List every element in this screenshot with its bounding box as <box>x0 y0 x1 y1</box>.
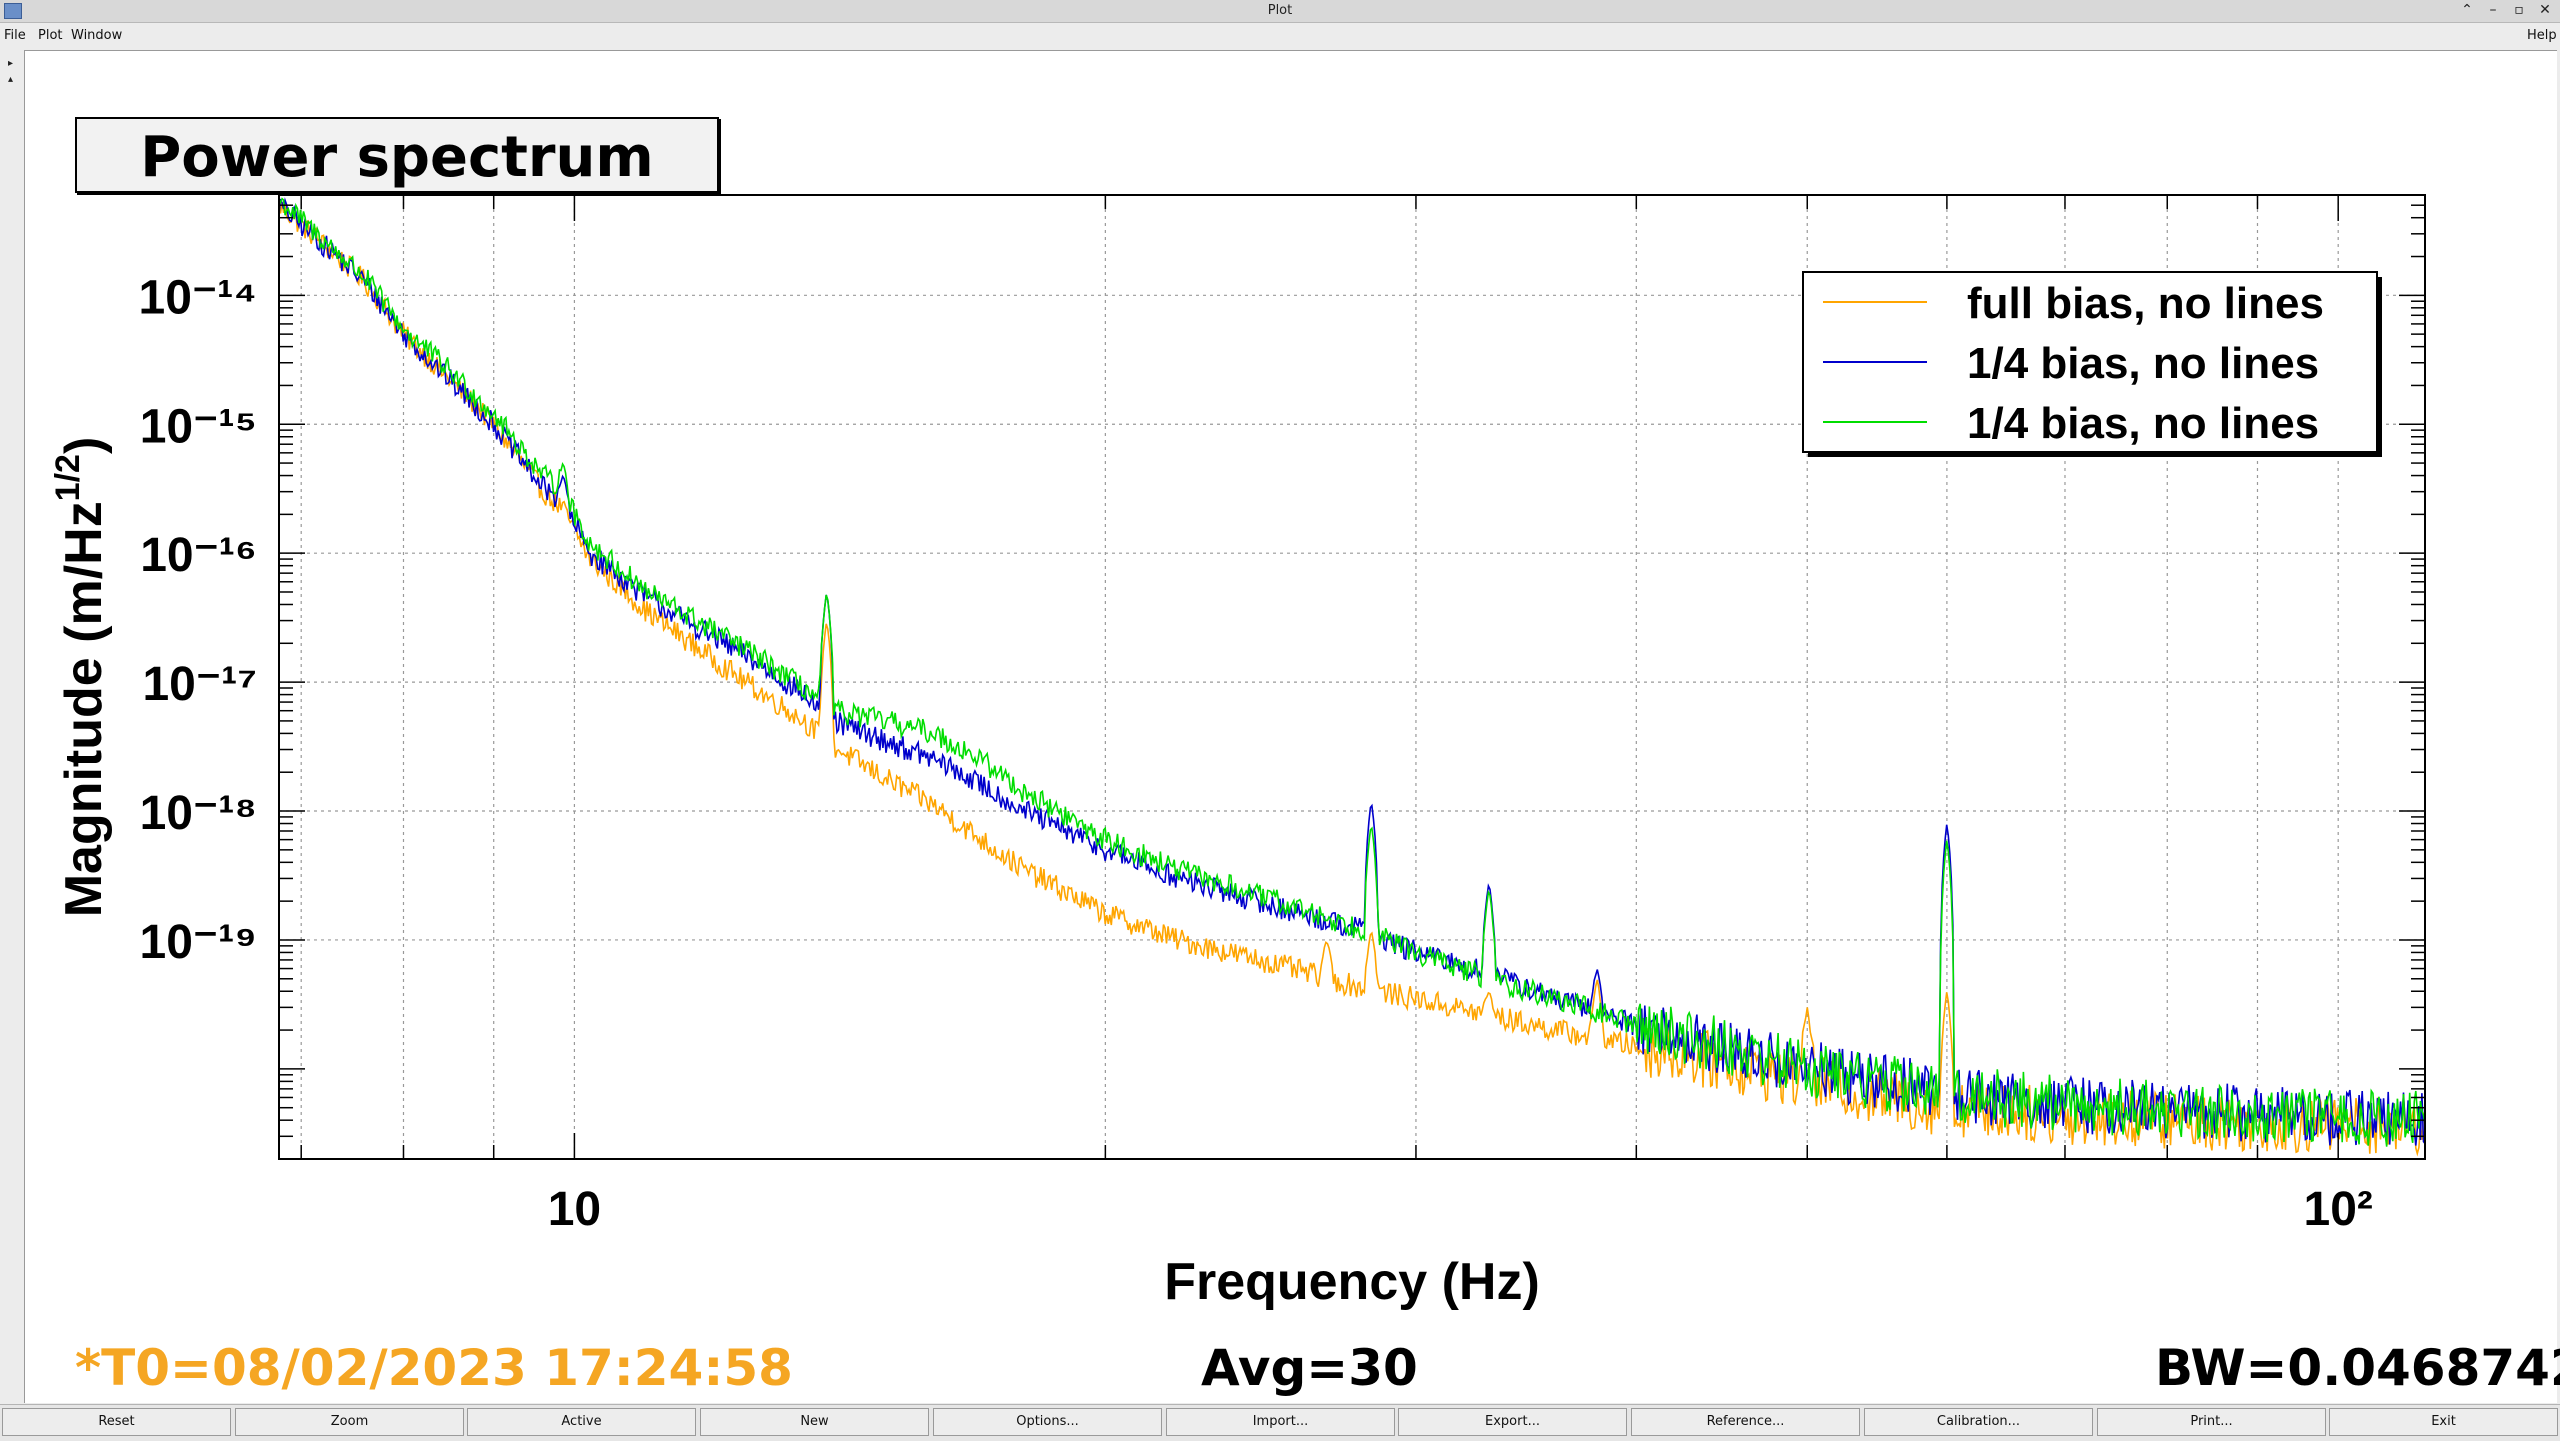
x-tick-label: 10 <box>548 1183 601 1236</box>
x-axis-label: Frequency (Hz) <box>1164 1253 1540 1311</box>
import-button[interactable]: Import... <box>1166 1408 1395 1436</box>
y-tick-label: 10⁻¹⁸ <box>140 787 257 840</box>
legend-entry: 1/4 bias, no lines <box>1967 399 2319 448</box>
legend-entry: 1/4 bias, no lines <box>1967 339 2319 388</box>
menu-file[interactable]: File <box>4 28 26 43</box>
window-titlebar: Plot ⌃ – ▫ ✕ <box>0 0 2560 23</box>
plot-title-box: Power spectrum <box>75 117 719 193</box>
bw-label: BW=0.0468742 <box>2155 1339 2560 1397</box>
active-button[interactable]: Active <box>467 1408 696 1436</box>
y-tick-label: 10⁻¹⁹ <box>140 916 258 969</box>
x-tick-label: 10² <box>2304 1183 2373 1236</box>
menu-plot[interactable]: Plot <box>38 28 63 43</box>
y-tick-label: 10⁻¹⁴ <box>139 271 257 324</box>
side-handle: ▸ ▴ <box>0 50 24 1402</box>
expand-right-icon[interactable]: ▸ <box>8 58 14 69</box>
maximize-icon[interactable]: ▫ <box>2514 2 2524 18</box>
calibration-button[interactable]: Calibration... <box>1864 1408 2093 1436</box>
new-button[interactable]: New <box>700 1408 929 1436</box>
window-title: Plot <box>1267 3 1293 18</box>
avg-label: Avg=30 <box>1201 1339 1418 1397</box>
series-line-3 <box>278 197 2426 1147</box>
menu-help[interactable]: Help <box>2527 28 2557 43</box>
button-bar: Reset Zoom Active New Options... Import... Exp… <box>0 1404 2560 1441</box>
minimize-icon[interactable]: – <box>2489 2 2497 18</box>
plot-frame <box>278 194 2426 1160</box>
series-line-1 <box>278 200 2426 1157</box>
spectrum-chart: 10⁻¹⁴ 10⁻¹⁵ 10⁻¹⁶ 10⁻¹⁷ 10⁻¹⁸ 10⁻¹⁹ 10 10² Fre… <box>49 194 2426 1311</box>
y-tick-label: 10⁻¹⁵ <box>140 400 257 453</box>
plot-canvas: 10⁻¹⁴ 10⁻¹⁵ 10⁻¹⁶ 10⁻¹⁷ 10⁻¹⁸ 10⁻¹⁹ 10 10² Fre… <box>24 50 2560 1403</box>
print-button[interactable]: Print... <box>2097 1408 2326 1436</box>
options-button[interactable]: Options... <box>933 1408 1162 1436</box>
t0-label: *T0=08/02/2023 17:24:58 <box>75 1339 793 1397</box>
x-tick-labels: 10 10² <box>548 1183 2373 1236</box>
grid-lines <box>279 195 2425 1159</box>
axis-ticks <box>279 194 2425 1160</box>
y-tick-label: 10⁻¹⁷ <box>142 658 257 711</box>
close-icon[interactable]: ✕ <box>2539 2 2551 18</box>
legend: full bias, no lines 1/4 bias, no lines 1/4… <box>1802 271 2382 457</box>
zoom-button[interactable]: Zoom <box>235 1408 464 1436</box>
y-axis-label: Magnitude (m/Hz1/2) <box>49 437 113 918</box>
menu-window[interactable]: Window <box>71 28 123 43</box>
app-icon <box>4 3 22 19</box>
collapse-icon[interactable]: ⌃ <box>2461 2 2473 18</box>
legend-entry: full bias, no lines <box>1967 279 2324 328</box>
plot-title: Power spectrum <box>140 125 654 190</box>
y-tick-labels: 10⁻¹⁴ 10⁻¹⁵ 10⁻¹⁶ 10⁻¹⁷ 10⁻¹⁸ 10⁻¹⁹ <box>139 271 257 969</box>
reset-button[interactable]: Reset <box>2 1408 231 1436</box>
reference-button[interactable]: Reference... <box>1631 1408 1860 1436</box>
menu-bar: File Plot Window Help <box>0 23 2560 47</box>
collapse-up-icon[interactable]: ▴ <box>8 74 14 85</box>
export-button[interactable]: Export... <box>1398 1408 1627 1436</box>
y-tick-label: 10⁻¹⁶ <box>140 529 257 582</box>
series-layer <box>278 197 2426 1157</box>
exit-button[interactable]: Exit <box>2329 1408 2558 1436</box>
